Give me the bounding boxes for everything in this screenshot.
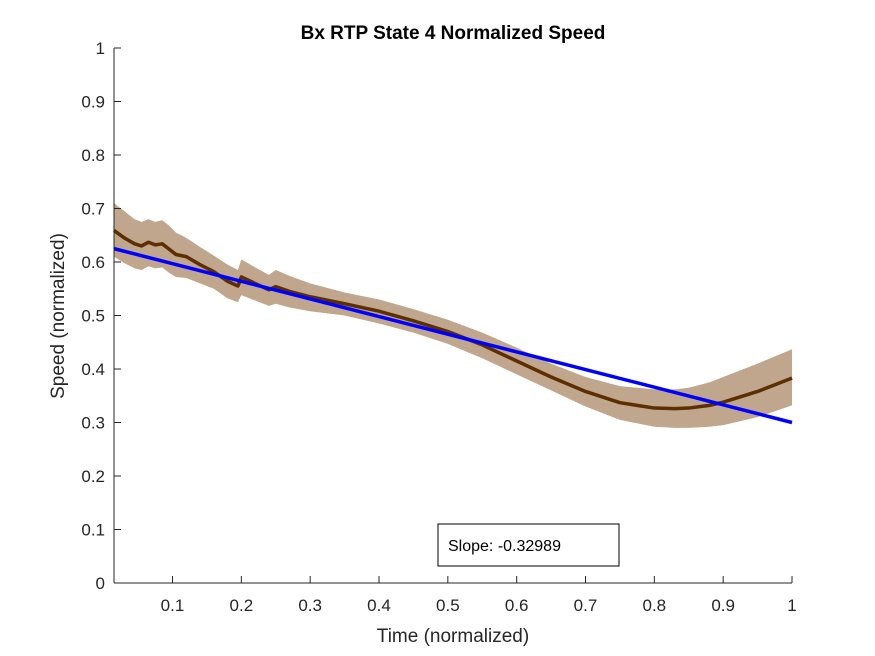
x-axis-label: Time (normalized) xyxy=(377,626,529,647)
x-tick-label: 0.8 xyxy=(643,596,667,615)
x-tick-label: 0.7 xyxy=(574,596,598,615)
x-tick-label: 1 xyxy=(787,596,796,615)
axes xyxy=(113,47,793,584)
linear-fit-line xyxy=(113,246,793,425)
plot-area xyxy=(112,203,793,428)
y-tick-label: 0.4 xyxy=(81,360,105,379)
tick-labels: 0.1 0.2 0.3 0.4 0.5 0.6 0.7 0.8 0.9 1 0 0.1 0.2 0.3 0.… xyxy=(81,39,796,615)
x-tick-label: 0.6 xyxy=(505,596,529,615)
x-tick-label: 0.4 xyxy=(367,596,391,615)
y-tick-label: 1 xyxy=(96,39,105,58)
chart-title: Bx RTP State 4 Normalized Speed xyxy=(301,23,606,44)
slope-annotation: Slope: -0.32989 xyxy=(448,538,561,555)
slope-annotation-box xyxy=(437,523,620,567)
y-tick-label: 0.3 xyxy=(81,414,105,433)
x-tick-label: 0.1 xyxy=(161,596,185,615)
y-axis-label: Speed (normalized) xyxy=(48,233,69,399)
mean-speed-line xyxy=(112,229,793,411)
y-tick-label: 0.7 xyxy=(81,200,105,219)
y-tick-label: 0.1 xyxy=(81,521,105,540)
x-tick-label: 0.2 xyxy=(230,596,254,615)
y-tick-label: 0.8 xyxy=(81,146,105,165)
y-tick-label: 0.2 xyxy=(81,467,105,486)
y-tick-label: 0 xyxy=(96,574,105,593)
y-tick-label: 0.9 xyxy=(81,93,105,112)
y-tick-label: 0.6 xyxy=(81,253,105,272)
x-tick-label: 0.9 xyxy=(711,596,735,615)
y-tick-label: 0.5 xyxy=(81,307,105,326)
x-tick-label: 0.5 xyxy=(436,596,460,615)
x-tick-label: 0.3 xyxy=(298,596,322,615)
